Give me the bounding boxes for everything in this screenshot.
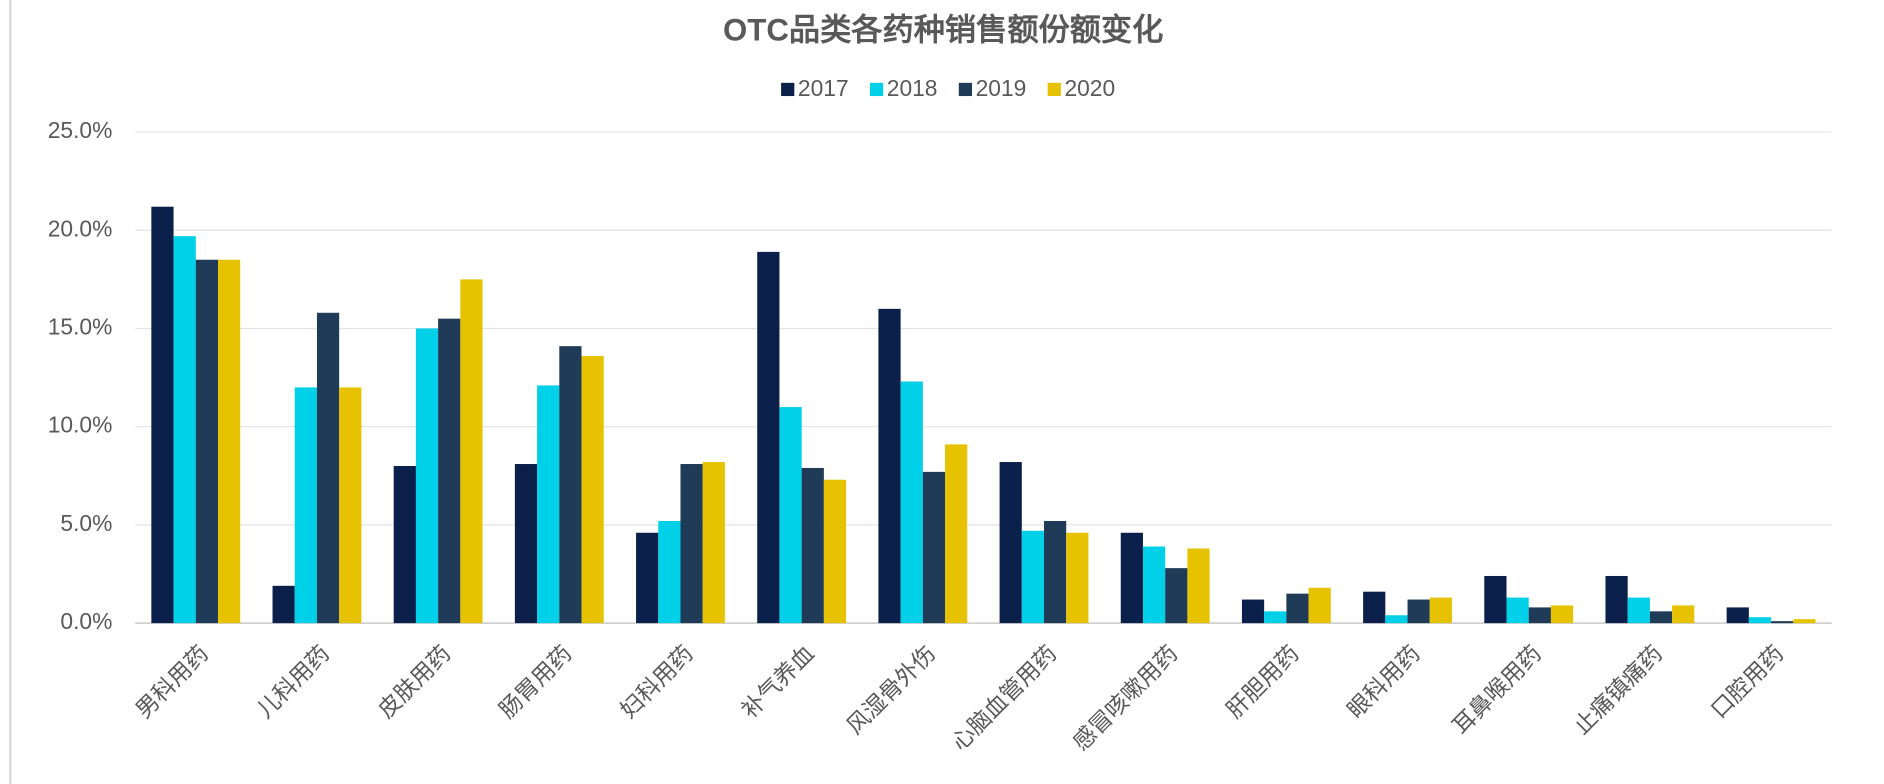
- bar: [1649, 611, 1673, 624]
- bar: [702, 462, 725, 624]
- y-tick-label: 10.0%: [48, 412, 113, 438]
- x-tick-label: 耳鼻喉用药: [1447, 640, 1546, 739]
- legend-label: 2018: [887, 75, 938, 101]
- bar: [1308, 587, 1331, 624]
- legend-swatch: [869, 82, 884, 97]
- y-tick-label: 15.0%: [48, 314, 113, 340]
- x-tick-label: 止痛镇痛药: [1568, 640, 1667, 739]
- bar: [514, 464, 538, 624]
- bar: [1385, 615, 1408, 624]
- bar: [581, 355, 604, 624]
- x-tick-label: 皮肤用药: [373, 640, 456, 723]
- y-tick-label: 5.0%: [60, 510, 112, 536]
- bar: [1528, 607, 1551, 624]
- bar: [1044, 520, 1067, 624]
- bar: [1672, 605, 1695, 624]
- bar: [757, 251, 780, 624]
- bar: [1120, 532, 1143, 624]
- bar: [636, 532, 659, 624]
- bar: [393, 465, 416, 624]
- bar: [779, 407, 802, 624]
- bar: [1066, 532, 1089, 624]
- bar: [1165, 568, 1188, 624]
- bar: [1241, 599, 1265, 624]
- bar: [1264, 611, 1287, 624]
- bar: [1550, 605, 1574, 624]
- legend-label: 2019: [976, 75, 1027, 101]
- legend-label: 2020: [1064, 75, 1115, 101]
- bar: [217, 259, 241, 624]
- bar: [1142, 546, 1166, 624]
- bar: [1605, 575, 1628, 624]
- bar: [460, 279, 483, 624]
- bar: [1021, 530, 1045, 624]
- bar: [900, 381, 923, 624]
- bar: [339, 387, 362, 624]
- bar: [1627, 597, 1650, 624]
- x-tick-label: 肝胆用药: [1221, 640, 1304, 723]
- bar: [272, 585, 295, 624]
- y-tick-label: 0.0%: [60, 608, 112, 634]
- bar: [151, 206, 174, 624]
- legend: 2017 2018 2019 2020: [781, 75, 1115, 101]
- bar: [1484, 575, 1507, 624]
- x-tick-label: 肠胃用药: [494, 640, 577, 723]
- bar: [438, 318, 461, 624]
- bar: [801, 467, 824, 624]
- bar: [294, 387, 317, 624]
- bar: [823, 479, 847, 624]
- bar: [415, 328, 439, 624]
- bar: [559, 346, 582, 624]
- x-tick-label: 补气养血: [736, 640, 819, 723]
- bar: [1187, 548, 1210, 624]
- bar: [1407, 599, 1430, 624]
- x-tick-label: 眼科用药: [1342, 640, 1425, 723]
- bar: [878, 308, 901, 624]
- bar: [195, 259, 218, 624]
- bar: [1748, 617, 1772, 624]
- bar: [316, 312, 340, 624]
- bar: [1793, 619, 1816, 624]
- x-tick-label: 男科用药: [130, 640, 213, 723]
- bar: [1363, 591, 1386, 624]
- bar: [658, 520, 681, 624]
- x-tick-label: 儿科用药: [251, 640, 334, 723]
- x-tick-label: 口腔用药: [1706, 640, 1789, 723]
- bar: [1429, 597, 1452, 624]
- y-tick-label: 20.0%: [48, 215, 113, 241]
- bar: [1771, 621, 1794, 624]
- bar: [680, 464, 703, 624]
- y-tick-label: 25.0%: [48, 117, 113, 143]
- legend-swatch: [958, 82, 973, 97]
- legend-label: 2017: [798, 75, 849, 101]
- x-tick-label: 感冒咳嗽用药: [1067, 640, 1182, 755]
- x-tick-label: 风湿骨外伤: [841, 640, 940, 739]
- bar: [1726, 607, 1749, 624]
- bar: [1286, 593, 1309, 624]
- legend-swatch: [1047, 82, 1061, 97]
- x-tick-label: 心脑血管用药: [946, 640, 1061, 755]
- legend-swatch: [781, 82, 795, 97]
- bar: [922, 471, 946, 624]
- chart-title: OTC品类各药种销售额份额变化: [723, 13, 1163, 48]
- bar: [945, 444, 968, 624]
- bar: [537, 385, 560, 624]
- bar: [999, 462, 1022, 624]
- x-tick-label: 妇科用药: [615, 640, 698, 723]
- bar: [1506, 597, 1529, 624]
- bar: [173, 236, 196, 624]
